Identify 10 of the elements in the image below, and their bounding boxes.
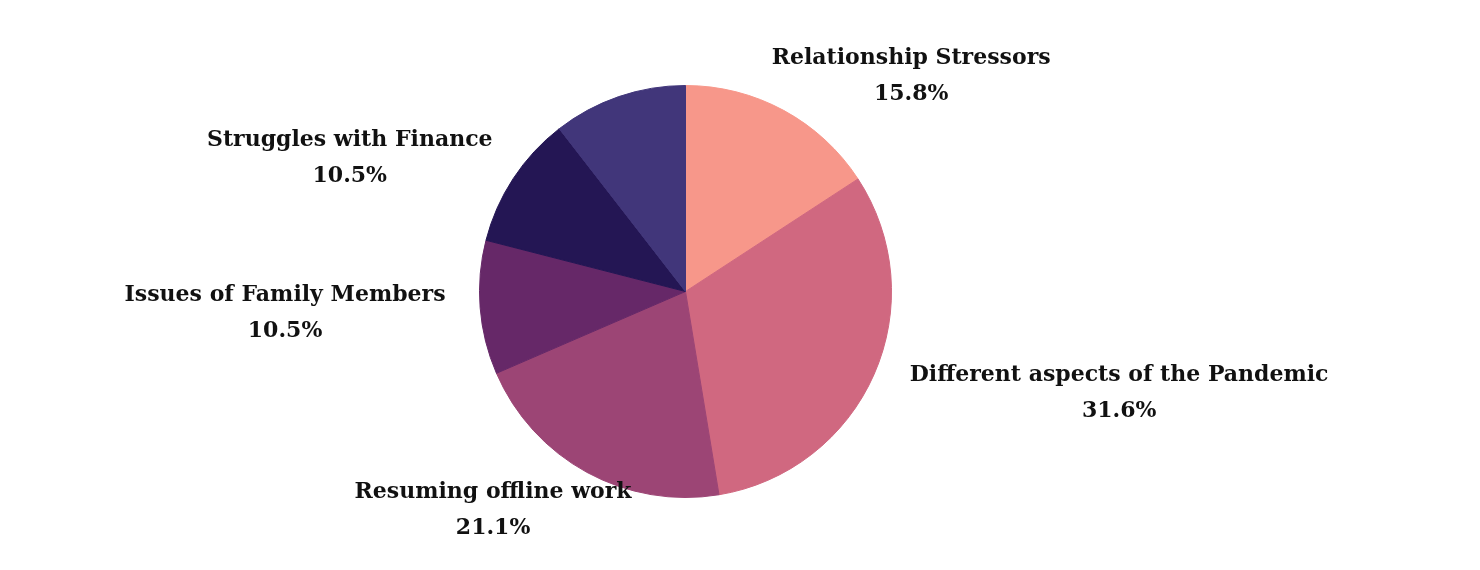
- data-label: 15.8%: [873, 79, 949, 106]
- data-label: 10.5%: [247, 315, 323, 342]
- data-label: 21.1%: [455, 513, 531, 540]
- data-label: 31.6%: [1081, 396, 1157, 423]
- slice-label: Issues of Family Members: [124, 279, 446, 306]
- slice-label: Resuming offline work: [354, 477, 633, 504]
- data-label: 10.5%: [312, 160, 388, 187]
- slice-label: Different aspects of the Pandemic: [909, 360, 1329, 387]
- slice-label: Struggles with Finance: [206, 124, 493, 151]
- slice-label: Relationship Stressors: [771, 43, 1051, 70]
